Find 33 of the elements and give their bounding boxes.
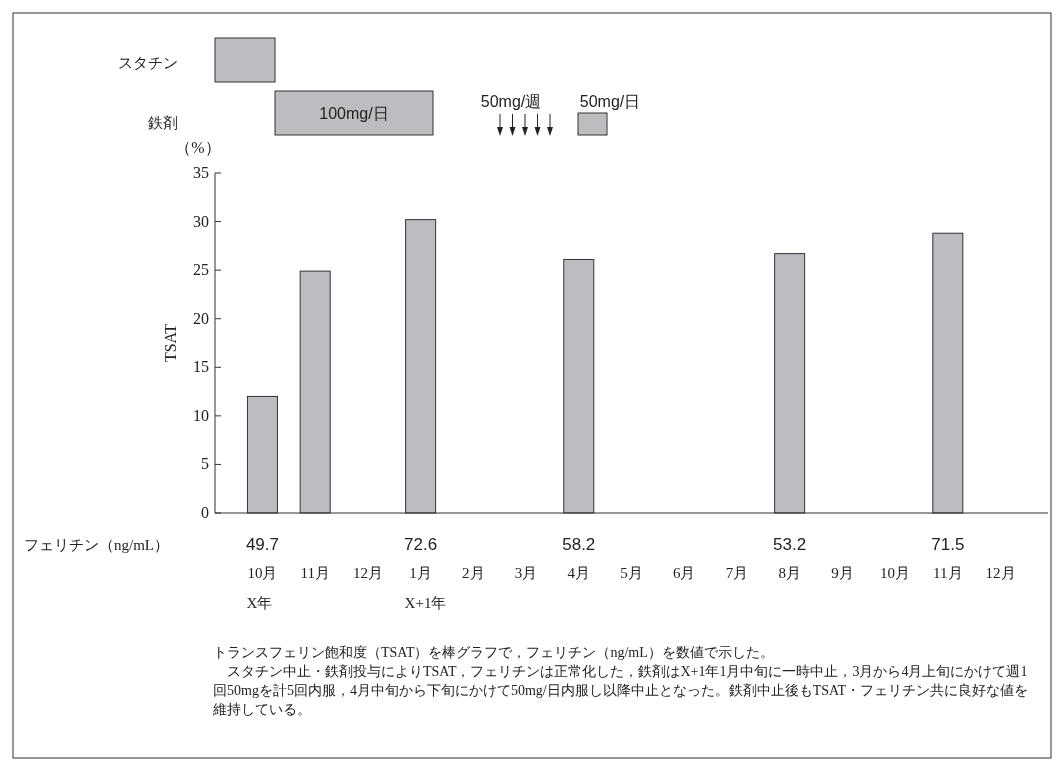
- x-tick-label: 2月: [462, 565, 485, 581]
- x-tick-label: 5月: [620, 565, 643, 581]
- y-tick-label: 5: [201, 455, 209, 473]
- y-tick-label: 15: [193, 358, 209, 376]
- text: 50mg/日: [579, 93, 641, 110]
- x-tick-label: 12月: [352, 565, 383, 581]
- x-tick-label: 12月: [985, 565, 1016, 581]
- x-tick-label: 9月: [831, 565, 854, 581]
- y-tick-label: 30: [193, 212, 209, 230]
- text: 100mg/日: [319, 105, 389, 122]
- x-tick-label: 7月: [725, 565, 749, 581]
- y-tick-label: 25: [193, 261, 209, 279]
- x-tick-label: 10月: [880, 565, 911, 581]
- x-tick-label: 72.6 1月 X+1年: [404, 535, 447, 611]
- x-tick-label: 3月: [514, 565, 538, 581]
- x-tick-label: 58.2 4月: [562, 535, 596, 581]
- category-label: 鉄剤: [148, 115, 178, 131]
- text: トランスフェリン飽和度（TSAT）を棒グラフで，フェリチン（ng/mL）を数値で示した。: [213, 644, 775, 662]
- y-axis-title: TSAT: [162, 323, 179, 363]
- x-tick-label: 11月: [300, 565, 330, 581]
- x-tick-label: 49.7 10月 X年: [245, 535, 279, 611]
- y-tick-label: 10: [193, 406, 209, 424]
- y-tick-label: 35: [193, 164, 209, 181]
- y-tick-label: 0: [201, 504, 209, 521]
- y-tick-label: 20: [193, 309, 209, 327]
- text: （%）: [175, 139, 221, 156]
- text: スタチン中止・鉄剤投与によりTSAT，フェリチンは正常化した，鉄剤はX+1年1月中旬に一時中止，3月から4月上旬にかけて週1回50mgを計5回内服，4月中旬から下旬にかけて50mg/日内服し以降中止となった。鉄剤中止後もTSAT・フェリチン共に良好な値を維持している。: [213, 663, 1030, 719]
- x-tick-label: 53.2 8月: [773, 535, 807, 581]
- text: フェリチン（ng/mL）: [24, 537, 169, 553]
- x-tick-label: 71.5 11月: [931, 535, 965, 581]
- x-tick-label: 6月: [672, 565, 696, 581]
- text: 50mg/週: [480, 93, 542, 110]
- category-label: スタチン: [118, 55, 178, 71]
